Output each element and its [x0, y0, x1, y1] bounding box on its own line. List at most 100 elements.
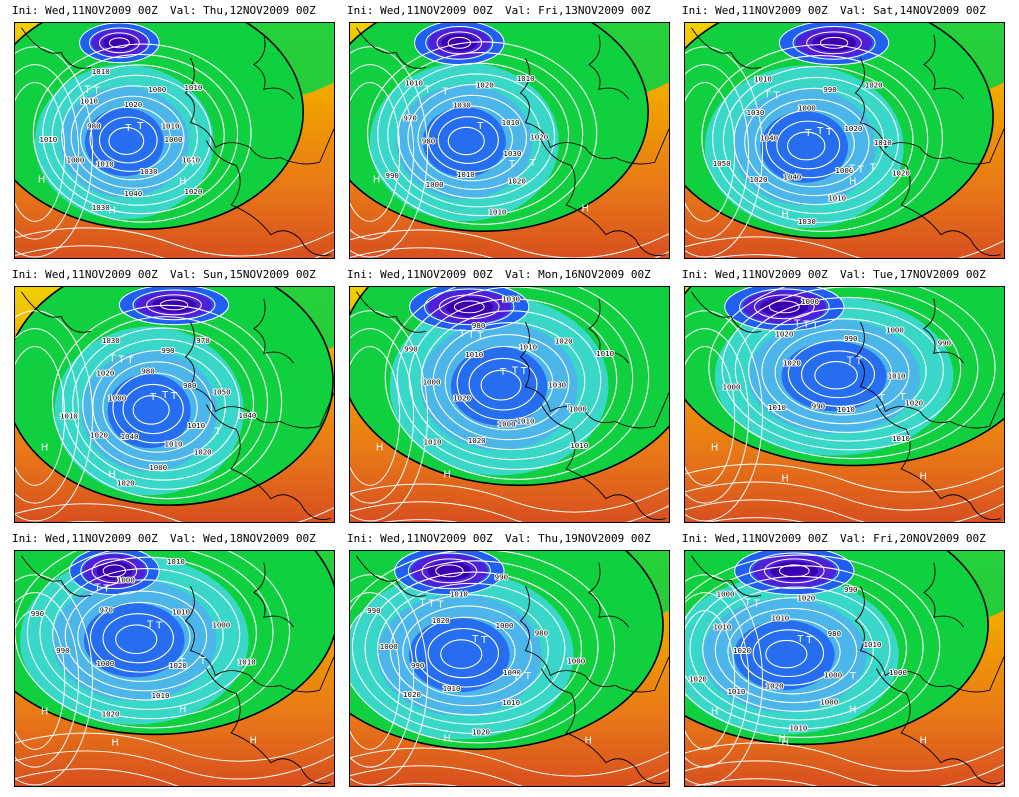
coastline	[854, 34, 1004, 256]
isobar	[15, 750, 334, 780]
isobar-label: 1020	[555, 336, 573, 345]
isobar-label: 980	[535, 628, 548, 637]
isobar-label: 1010	[570, 441, 588, 450]
deep-low-shading	[96, 561, 133, 581]
isobar	[734, 551, 855, 596]
coastline	[184, 298, 334, 520]
isobar	[768, 300, 800, 314]
isobar	[39, 556, 257, 710]
isobar-label: 1020	[184, 187, 202, 196]
isobar-label: 1020	[96, 368, 114, 377]
isobar-label: 1000	[495, 621, 513, 630]
isobar-label: 1000	[567, 657, 585, 666]
coastline	[184, 34, 334, 256]
low-pressure-marker: T	[126, 355, 134, 366]
coastline	[691, 27, 762, 69]
isobar-label: 1020	[169, 661, 187, 670]
isobar	[387, 62, 570, 208]
isobar-label: 970	[196, 336, 209, 345]
isobar	[350, 64, 415, 240]
isobar	[708, 287, 996, 460]
low-pressure-marker: T	[155, 620, 163, 631]
isobar	[15, 768, 334, 786]
low-pressure-marker: T	[467, 330, 475, 341]
deep-low-shading	[152, 296, 196, 313]
isobar	[692, 778, 1004, 786]
isobar-label: 1010	[39, 135, 57, 144]
isobar	[456, 345, 554, 421]
pressure-map-canvas: 990 1010 1000 1020 1020 1000 990 1000 990 1010 102…	[685, 287, 1004, 522]
low-pressure-marker: T	[178, 657, 186, 668]
isobar	[350, 551, 616, 744]
isobar	[407, 552, 491, 590]
forecast-panel: Ini: Wed,11NOV2009 00Z Val: Tue,17NOV2009…	[670, 266, 1005, 531]
forecast-panel: Ini: Wed,11NOV2009 00Z Val: Sun,15NOV2009…	[0, 266, 335, 531]
isobar-label: 980	[422, 137, 435, 146]
isobar	[685, 499, 1004, 522]
isobar-label: 1010	[502, 118, 520, 127]
isobar	[702, 586, 891, 712]
isobar	[453, 300, 485, 314]
isobar	[712, 54, 929, 224]
isobar	[383, 519, 458, 522]
isobar	[752, 629, 825, 678]
low-pressure-marker: T	[848, 164, 856, 175]
isobar	[480, 369, 522, 401]
isobar	[402, 605, 533, 697]
isobar-label: 990	[844, 334, 857, 343]
isobar-label: 1020	[775, 330, 793, 339]
isobar-label: 1000	[801, 297, 819, 306]
isobar-label: 1000	[723, 382, 741, 391]
isobar-label: 1000	[96, 659, 114, 668]
isobar-label: 1010	[837, 405, 855, 414]
isobar	[377, 51, 584, 217]
low-pressure-marker: T	[124, 123, 132, 134]
isobar-label: 1020	[892, 169, 910, 178]
init-time-label: Ini: Wed,11NOV2009 00Z	[682, 532, 828, 545]
low-pressure-marker: T	[102, 584, 110, 595]
isobar	[685, 610, 736, 750]
isobar-label: 990	[385, 171, 398, 180]
low-pressure-marker: T	[804, 128, 812, 139]
high-pressure-marker: H	[179, 705, 186, 716]
low-pressure-marker: T	[793, 319, 801, 330]
low-pressure-marker: T	[511, 365, 519, 376]
isobar	[367, 41, 598, 225]
isobar	[776, 120, 841, 170]
isobar-label: 990	[161, 346, 174, 355]
isobar	[432, 322, 586, 441]
low-pressure-marker: T	[520, 366, 528, 377]
pressure-map-canvas: 1000 1010 1020 1030 1040 1030 1010 1000 1010 980 1…	[15, 23, 334, 258]
pressure-map-canvas: 1030 1020 1010 1010 1000 990 980 970 1010 1030 102…	[350, 23, 669, 258]
isobar	[819, 36, 849, 49]
isobar-label: 1020	[453, 393, 471, 402]
isobar-label: 980	[141, 367, 154, 376]
isobar	[761, 318, 927, 425]
isobar	[377, 582, 566, 716]
isobar	[15, 551, 291, 729]
isobar-label: 1010	[874, 138, 892, 147]
isobar-label: 1010	[187, 421, 205, 430]
isobar-label: 1030	[453, 101, 471, 110]
low-pressure-marker: T	[424, 84, 432, 95]
valid-time-label: Val: Sat,14NOV2009 00Z	[840, 4, 986, 17]
low-pressure-marker: T	[149, 392, 157, 403]
isobar	[350, 610, 401, 750]
valid-time-label: Val: Fri,20NOV2009 00Z	[840, 532, 986, 545]
isobar-label: 1010	[713, 623, 731, 632]
low-pressure-marker: T	[214, 427, 222, 438]
panel-header: Ini: Wed,11NOV2009 00Z Val: Thu,12NOV2009…	[0, 2, 335, 20]
isobar	[72, 327, 255, 481]
isobar	[447, 36, 471, 49]
isobar-label: 1000	[148, 85, 166, 94]
isobar	[754, 294, 815, 320]
isobar	[15, 64, 80, 240]
panel-header: Ini: Wed,11NOV2009 00Z Val: Fri,20NOV2009…	[670, 530, 1005, 548]
high-pressure-marker: H	[108, 205, 115, 216]
low-pressure-marker: T	[161, 390, 169, 401]
isobar	[364, 571, 582, 725]
low-pressure-marker: T	[816, 126, 824, 137]
isobar	[436, 31, 483, 55]
isobar-label: 1010	[488, 208, 506, 217]
